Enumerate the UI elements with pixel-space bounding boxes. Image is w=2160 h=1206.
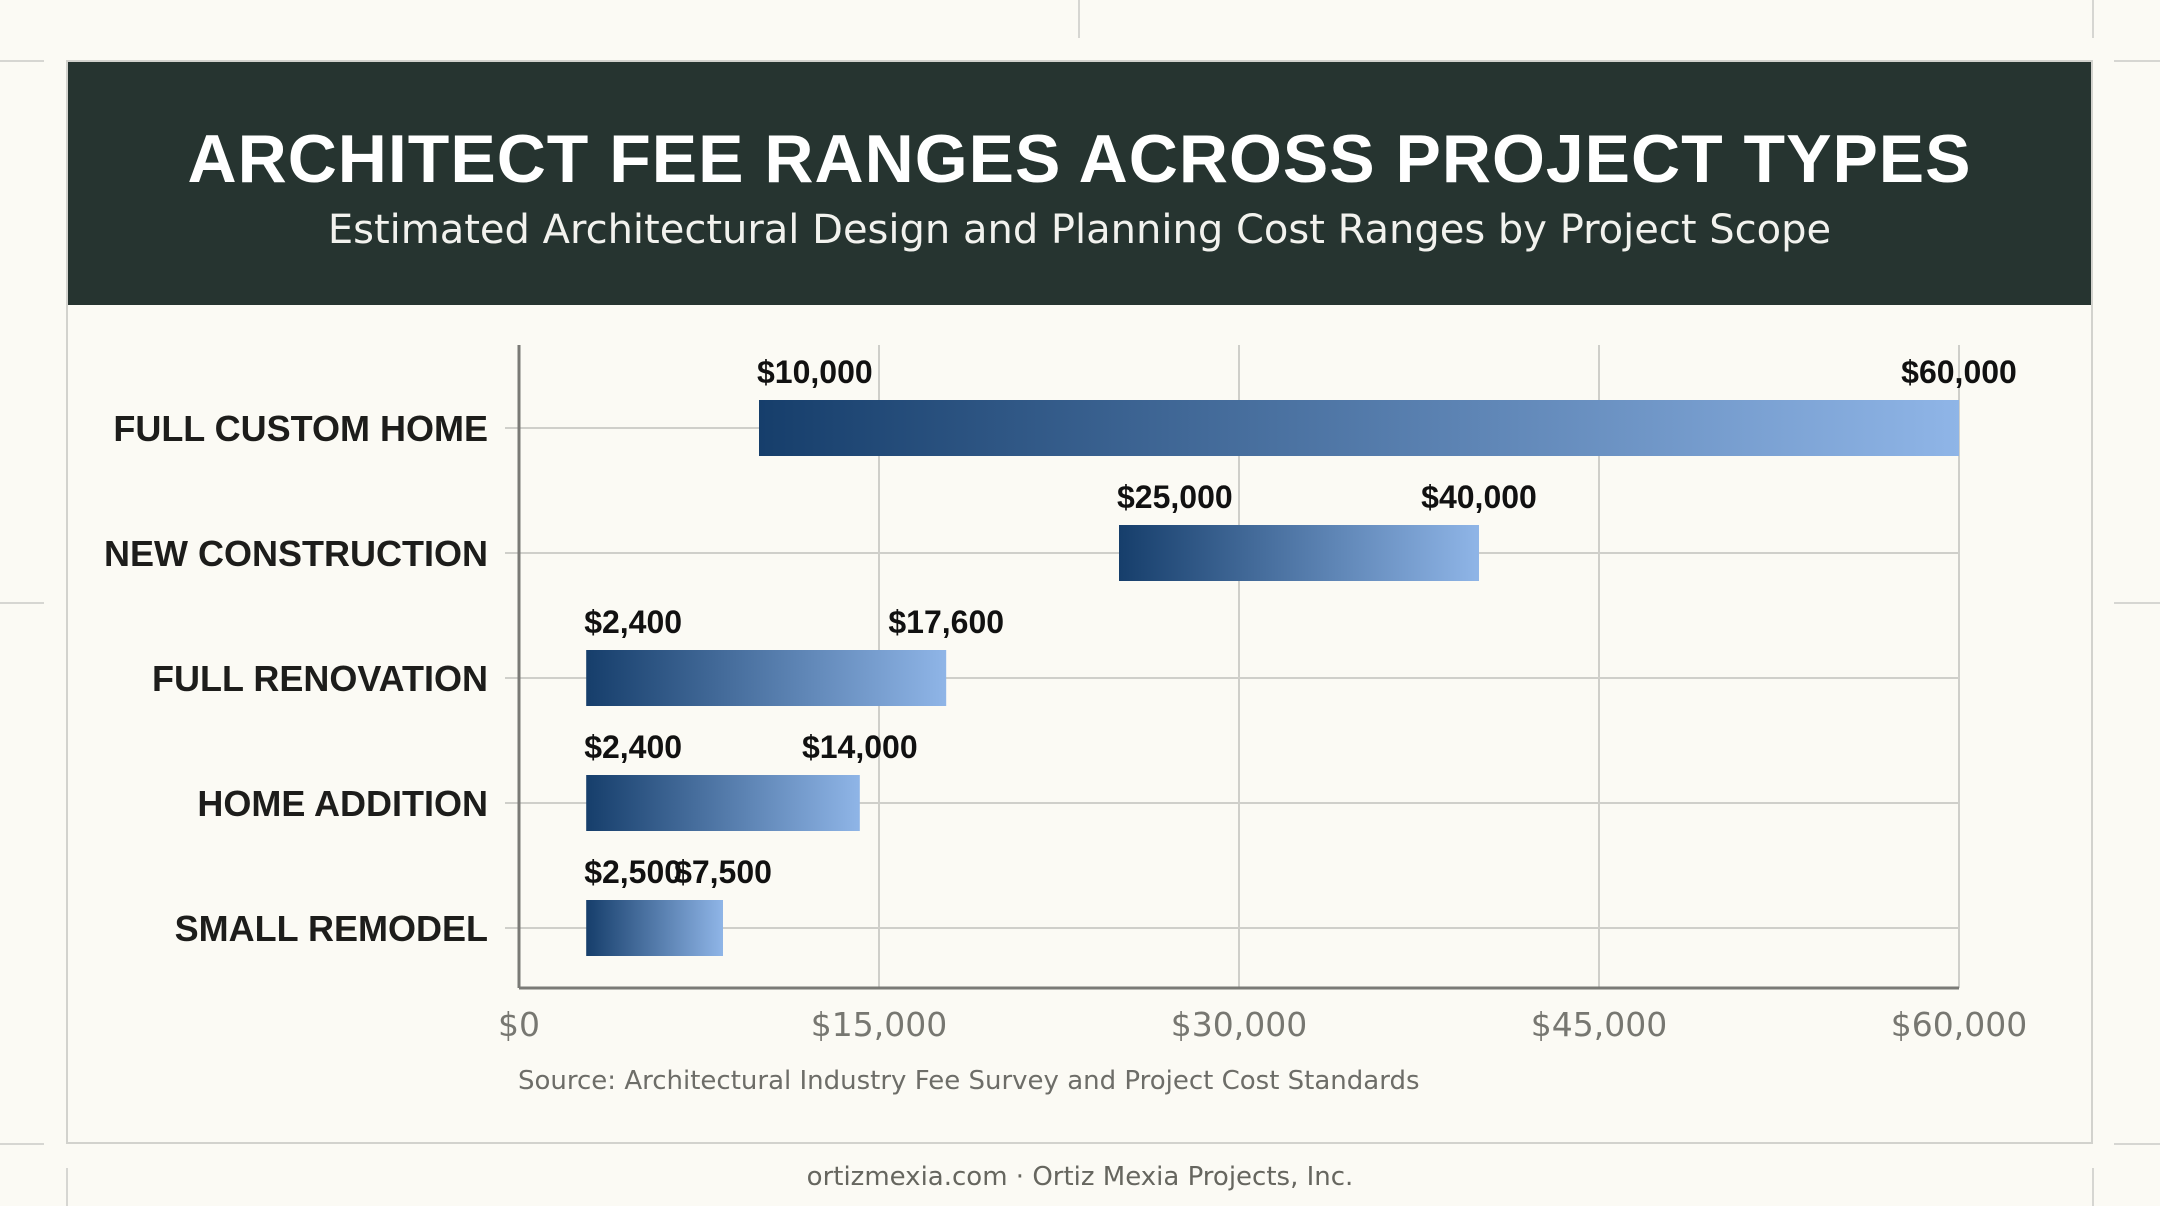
crop-mark [2114,1143,2160,1145]
range-bar [586,900,723,956]
y-category-label: NEW CONSTRUCTION [104,533,488,574]
y-category-label: HOME ADDITION [197,783,488,824]
chart-subtitle: Estimated Architectural Design and Plann… [327,207,1832,253]
range-high-label: $17,600 [888,604,1004,640]
chart-source-note: Source: Architectural Industry Fee Surve… [518,1066,1420,1096]
y-category-label: SMALL REMODEL [175,908,488,949]
crop-mark [2114,602,2160,604]
x-tick-label: $15,000 [811,1005,947,1044]
range-high-label: $40,000 [1421,479,1537,515]
chart-header: ARCHITECT FEE RANGES ACROSS PROJECT TYPE… [68,62,2091,305]
chart-card: ARCHITECT FEE RANGES ACROSS PROJECT TYPE… [66,60,2093,1144]
range-high-label: $14,000 [802,729,918,765]
crop-mark [0,60,44,62]
crop-mark [1078,0,1080,38]
crop-mark [2092,1168,2094,1206]
chart-title: ARCHITECT FEE RANGES ACROSS PROJECT TYPE… [187,121,1972,197]
x-tick-label: $0 [498,1005,540,1044]
crop-mark [66,1168,68,1206]
range-low-label: $2,400 [584,729,682,765]
range-low-label: $25,000 [1117,479,1233,515]
x-tick-label: $60,000 [1891,1005,2027,1044]
x-tick-label: $45,000 [1531,1005,1667,1044]
crop-mark [0,602,44,604]
range-high-label: $60,000 [1901,354,2017,390]
range-bar [1119,525,1479,581]
x-tick-label: $30,000 [1171,1005,1307,1044]
range-low-label: $2,500 [584,854,682,890]
crop-mark [0,1143,44,1145]
page-footer: ortizmexia.com · Ortiz Mexia Projects, I… [806,1162,1354,1192]
crop-mark [2114,60,2160,62]
crop-mark [2092,0,2094,38]
range-low-label: $10,000 [757,354,873,390]
range-bar [759,400,1959,456]
range-low-label: $2,400 [584,604,682,640]
range-high-label: $7,500 [674,854,772,890]
range-bar [586,650,947,706]
range-bar [586,775,860,831]
y-category-label: FULL CUSTOM HOME [113,408,488,449]
y-category-label: FULL RENOVATION [152,658,488,699]
